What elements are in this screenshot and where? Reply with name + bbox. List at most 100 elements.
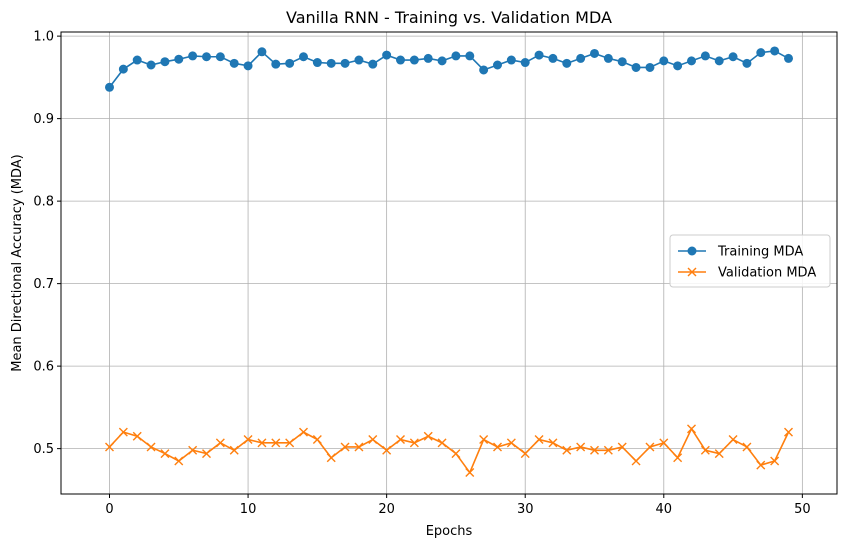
x-tick-label: 50 xyxy=(794,502,811,517)
data-point xyxy=(603,445,613,455)
axis-ticks: 0 10 20 30 40 50 0.5 0.6 0.7 0.8 0.9 1.0 xyxy=(33,30,810,517)
data-point xyxy=(368,435,378,445)
data-point xyxy=(160,449,170,459)
data-point xyxy=(770,46,780,56)
data-point xyxy=(312,58,322,68)
data-point xyxy=(534,50,544,60)
data-point xyxy=(493,442,502,452)
data-point xyxy=(257,47,267,57)
data-point xyxy=(326,453,336,463)
data-point xyxy=(409,438,419,448)
data-point xyxy=(118,64,128,74)
data-point xyxy=(631,456,641,466)
data-point xyxy=(243,435,253,445)
data-point xyxy=(188,445,198,455)
y-tick-label: 0.7 xyxy=(33,277,54,292)
data-point xyxy=(409,55,419,65)
data-point xyxy=(396,435,405,445)
legend: Training MDA Validation MDA xyxy=(669,234,831,288)
y-tick-label: 0.6 xyxy=(33,360,54,375)
data-point xyxy=(451,449,461,459)
data-point xyxy=(465,468,475,478)
y-tick-label: 0.9 xyxy=(33,112,54,127)
data-point xyxy=(548,53,558,63)
data-point xyxy=(631,62,641,72)
data-point xyxy=(617,442,627,452)
data-point xyxy=(659,56,669,66)
legend-marker xyxy=(687,267,697,277)
legend-marker xyxy=(687,246,697,256)
data-point xyxy=(603,53,613,63)
data-point xyxy=(493,60,502,70)
data-point xyxy=(340,442,350,452)
data-point xyxy=(576,53,586,63)
data-point xyxy=(687,56,696,66)
data-point xyxy=(257,438,267,448)
data-point xyxy=(382,445,392,455)
data-point xyxy=(215,52,225,62)
data-point xyxy=(105,82,114,92)
data-point xyxy=(645,442,655,452)
chart-title: Vanilla RNN - Training vs. Validation MD… xyxy=(286,8,612,27)
data-point xyxy=(756,460,766,470)
y-tick-label: 0.5 xyxy=(33,442,54,457)
data-point xyxy=(299,52,308,62)
data-point xyxy=(590,48,599,58)
data-point xyxy=(146,60,156,70)
data-point xyxy=(174,54,184,64)
x-tick-label: 30 xyxy=(517,502,534,517)
y-axis-label: Mean Directional Accuracy (MDA) xyxy=(10,154,25,372)
data-point xyxy=(700,51,710,61)
y-tick-label: 1.0 xyxy=(33,30,54,45)
data-point xyxy=(479,435,489,445)
data-point xyxy=(437,56,447,66)
data-point xyxy=(659,438,669,448)
data-point xyxy=(506,55,516,65)
data-point xyxy=(590,445,599,455)
data-point xyxy=(562,445,572,455)
data-point xyxy=(756,48,766,58)
data-point xyxy=(132,431,142,441)
x-tick-label: 10 xyxy=(240,502,257,517)
x-tick-label: 0 xyxy=(105,502,113,517)
data-point xyxy=(784,427,793,437)
data-point xyxy=(174,456,184,466)
plot-frame xyxy=(60,31,838,495)
x-axis-label: Epochs xyxy=(426,524,473,539)
data-point xyxy=(673,453,683,463)
data-point xyxy=(354,442,364,452)
data-point xyxy=(382,50,392,60)
data-point xyxy=(576,442,586,452)
data-point xyxy=(243,61,253,71)
data-point xyxy=(271,59,281,69)
data-point xyxy=(229,445,239,455)
series-line-1 xyxy=(108,427,790,475)
data-point xyxy=(299,427,308,437)
data-point xyxy=(285,438,295,448)
series-layer xyxy=(105,46,793,478)
data-point xyxy=(465,51,475,61)
data-point xyxy=(326,58,336,68)
data-point xyxy=(548,438,558,448)
data-point xyxy=(479,65,489,75)
data-point xyxy=(396,55,405,65)
data-point xyxy=(645,62,655,72)
data-point xyxy=(673,61,683,71)
data-point xyxy=(562,58,572,68)
data-point xyxy=(368,59,378,69)
data-point xyxy=(617,57,627,67)
data-point xyxy=(354,55,364,65)
data-point xyxy=(728,435,738,445)
data-point xyxy=(437,438,447,448)
legend-label: Validation MDA xyxy=(718,266,816,281)
data-point xyxy=(520,58,530,68)
data-point xyxy=(132,55,142,65)
data-point xyxy=(728,52,738,62)
data-point xyxy=(700,445,710,455)
data-point xyxy=(423,53,433,63)
data-point xyxy=(188,51,198,61)
data-point xyxy=(160,57,170,67)
data-point xyxy=(312,435,322,445)
data-point xyxy=(770,456,780,466)
